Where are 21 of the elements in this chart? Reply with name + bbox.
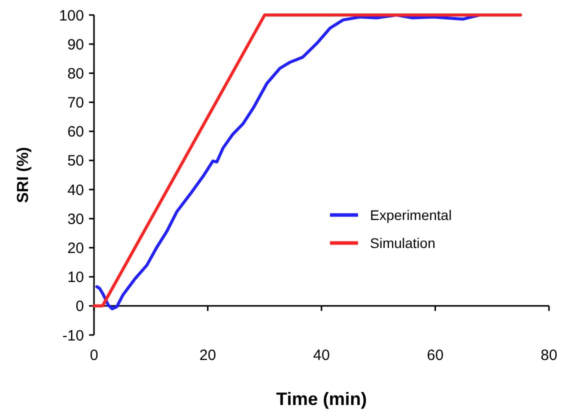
y-tick-label: 0 bbox=[76, 298, 84, 316]
legend-label: Simulation bbox=[370, 234, 436, 251]
y-tick-label: 50 bbox=[67, 152, 84, 170]
y-tick-label: 10 bbox=[67, 269, 84, 286]
y-axis-title: SRI (%) bbox=[15, 147, 32, 203]
x-tick-label: 20 bbox=[199, 347, 216, 364]
y-tick-label: 70 bbox=[67, 94, 84, 112]
y-tick-label: 40 bbox=[67, 182, 84, 199]
x-tick-label: 60 bbox=[426, 347, 444, 364]
y-tick-label: 100 bbox=[58, 7, 84, 24]
x-tick-label: 40 bbox=[313, 347, 330, 364]
x-tick-label: 0 bbox=[90, 347, 98, 364]
y-tick-label: -10 bbox=[62, 327, 84, 344]
y-tick-label: 30 bbox=[67, 210, 84, 228]
y-tick-label: 90 bbox=[67, 36, 84, 54]
y-tick-label: 60 bbox=[67, 124, 84, 141]
y-tick-label: 20 bbox=[67, 240, 84, 257]
y-tick-label: 80 bbox=[67, 65, 84, 82]
x-tick-label: 80 bbox=[540, 347, 558, 364]
x-axis-title: Time (min) bbox=[276, 389, 367, 409]
legend-label: Experimental bbox=[370, 206, 452, 223]
